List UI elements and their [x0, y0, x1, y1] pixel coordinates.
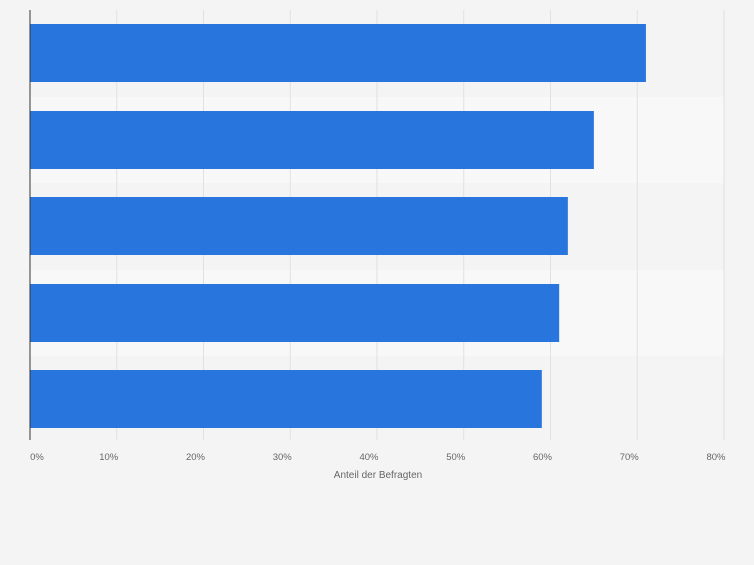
x-tick-labels: 0% 10% 20% 30% 40% 50% 60% 70% 80%	[30, 452, 726, 463]
x-tick-label: 30%	[273, 452, 293, 463]
x-tick-label: 40%	[359, 452, 379, 463]
x-tick-label: 10%	[99, 452, 119, 463]
x-axis-label: Anteil der Befragten	[334, 470, 422, 481]
bar	[30, 284, 560, 342]
bars	[30, 24, 646, 428]
x-tick-label: 80%	[706, 452, 726, 463]
x-tick-label: 70%	[620, 452, 640, 463]
bar	[30, 197, 568, 255]
x-tick-label: 20%	[186, 452, 206, 463]
bar	[30, 24, 646, 82]
x-tick-label: 0%	[30, 452, 44, 463]
bar	[30, 370, 542, 428]
bar	[30, 111, 594, 169]
x-tick-label: 60%	[533, 452, 553, 463]
x-tick-label: 50%	[446, 452, 466, 463]
